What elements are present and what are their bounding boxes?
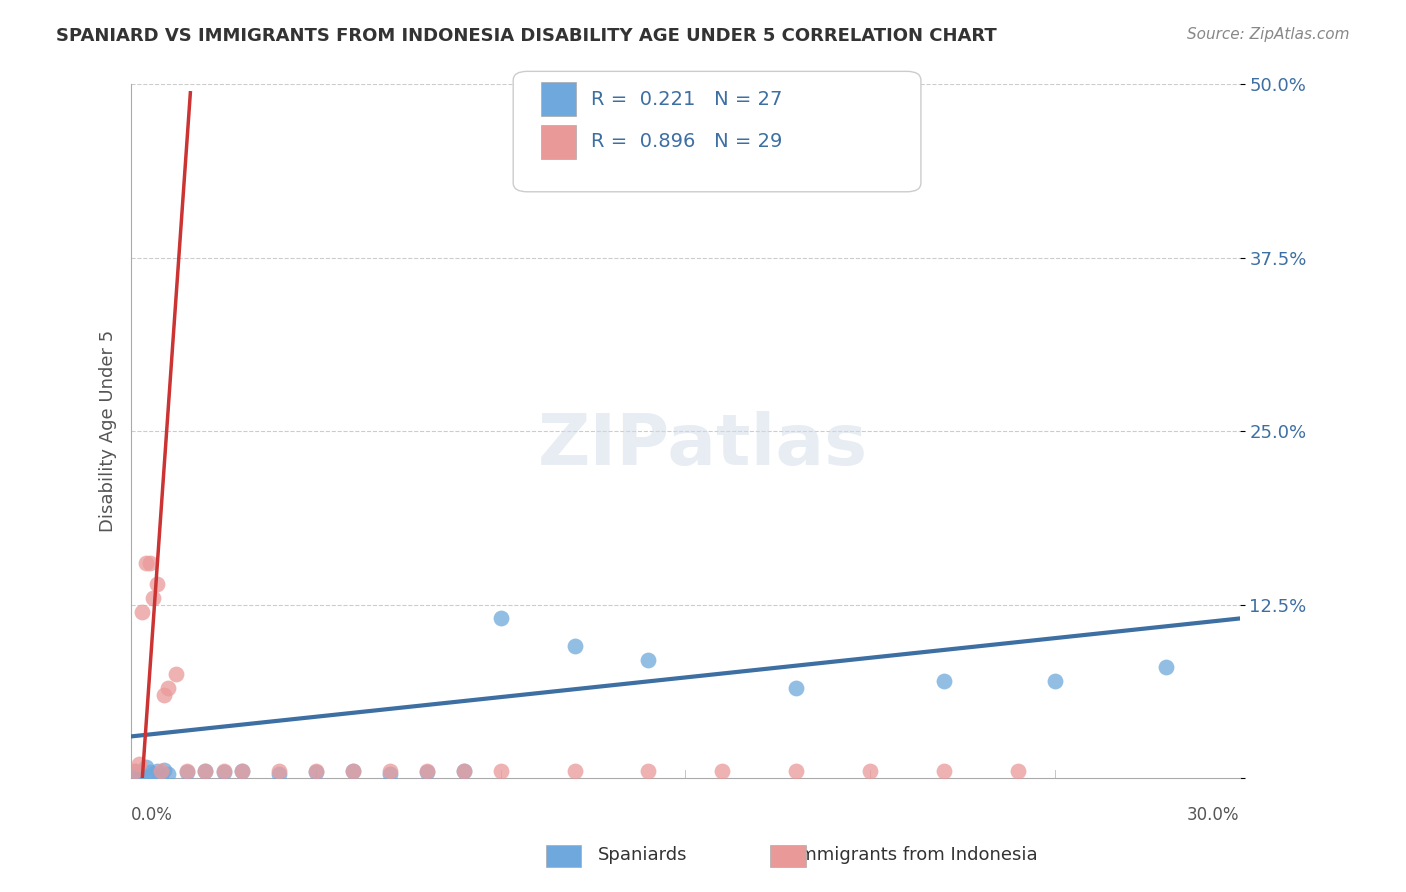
Text: 0.0%: 0.0% <box>131 805 173 823</box>
Point <box>212 765 235 780</box>
Point <box>231 764 253 778</box>
Point <box>142 591 165 605</box>
Point <box>138 765 160 780</box>
Point <box>165 667 187 681</box>
Text: R =  0.221   N = 27: R = 0.221 N = 27 <box>591 90 782 110</box>
Point <box>378 764 401 778</box>
Point <box>212 764 235 778</box>
Point <box>153 688 176 702</box>
Point <box>489 611 512 625</box>
Point <box>564 639 586 653</box>
Point <box>1007 764 1029 778</box>
Point <box>637 764 659 778</box>
Point <box>1154 660 1177 674</box>
Point <box>149 764 172 778</box>
Point <box>859 764 882 778</box>
Point <box>135 760 157 774</box>
Point <box>142 767 165 781</box>
Point <box>564 764 586 778</box>
Point <box>267 767 290 781</box>
Text: Source: ZipAtlas.com: Source: ZipAtlas.com <box>1187 27 1350 42</box>
Point <box>124 764 146 778</box>
Point <box>146 576 169 591</box>
Point <box>416 765 439 780</box>
Point <box>176 764 198 778</box>
Point <box>153 763 176 777</box>
Point <box>378 767 401 781</box>
Point <box>932 673 955 688</box>
Point <box>453 764 475 778</box>
Point <box>124 764 146 778</box>
Point <box>149 768 172 782</box>
Text: SPANIARD VS IMMIGRANTS FROM INDONESIA DISABILITY AGE UNDER 5 CORRELATION CHART: SPANIARD VS IMMIGRANTS FROM INDONESIA DI… <box>56 27 997 45</box>
Point <box>157 767 180 781</box>
Point <box>194 764 217 778</box>
Point <box>131 768 153 782</box>
Point <box>1043 673 1066 688</box>
Point <box>157 681 180 695</box>
Point <box>146 764 169 778</box>
Point <box>416 764 439 778</box>
Point <box>489 764 512 778</box>
Point <box>342 764 364 778</box>
Point <box>305 765 328 780</box>
Text: Spaniards: Spaniards <box>598 846 688 863</box>
Point <box>128 757 150 772</box>
Point <box>138 556 160 570</box>
Text: Immigrants from Indonesia: Immigrants from Indonesia <box>794 846 1038 863</box>
Point <box>176 765 198 780</box>
Point <box>453 764 475 778</box>
Point <box>305 764 328 778</box>
Point <box>128 767 150 781</box>
Point <box>637 653 659 667</box>
Point <box>342 764 364 778</box>
Point <box>711 764 734 778</box>
Point <box>785 681 807 695</box>
Text: 30.0%: 30.0% <box>1187 805 1240 823</box>
Y-axis label: Disability Age Under 5: Disability Age Under 5 <box>100 330 117 533</box>
Point <box>135 556 157 570</box>
Point <box>194 764 217 778</box>
Text: ZIPatlas: ZIPatlas <box>538 411 868 481</box>
Point <box>231 764 253 778</box>
Point <box>267 764 290 778</box>
Point <box>131 605 153 619</box>
Point <box>785 764 807 778</box>
Text: R =  0.896   N = 29: R = 0.896 N = 29 <box>591 132 782 152</box>
Point <box>932 764 955 778</box>
